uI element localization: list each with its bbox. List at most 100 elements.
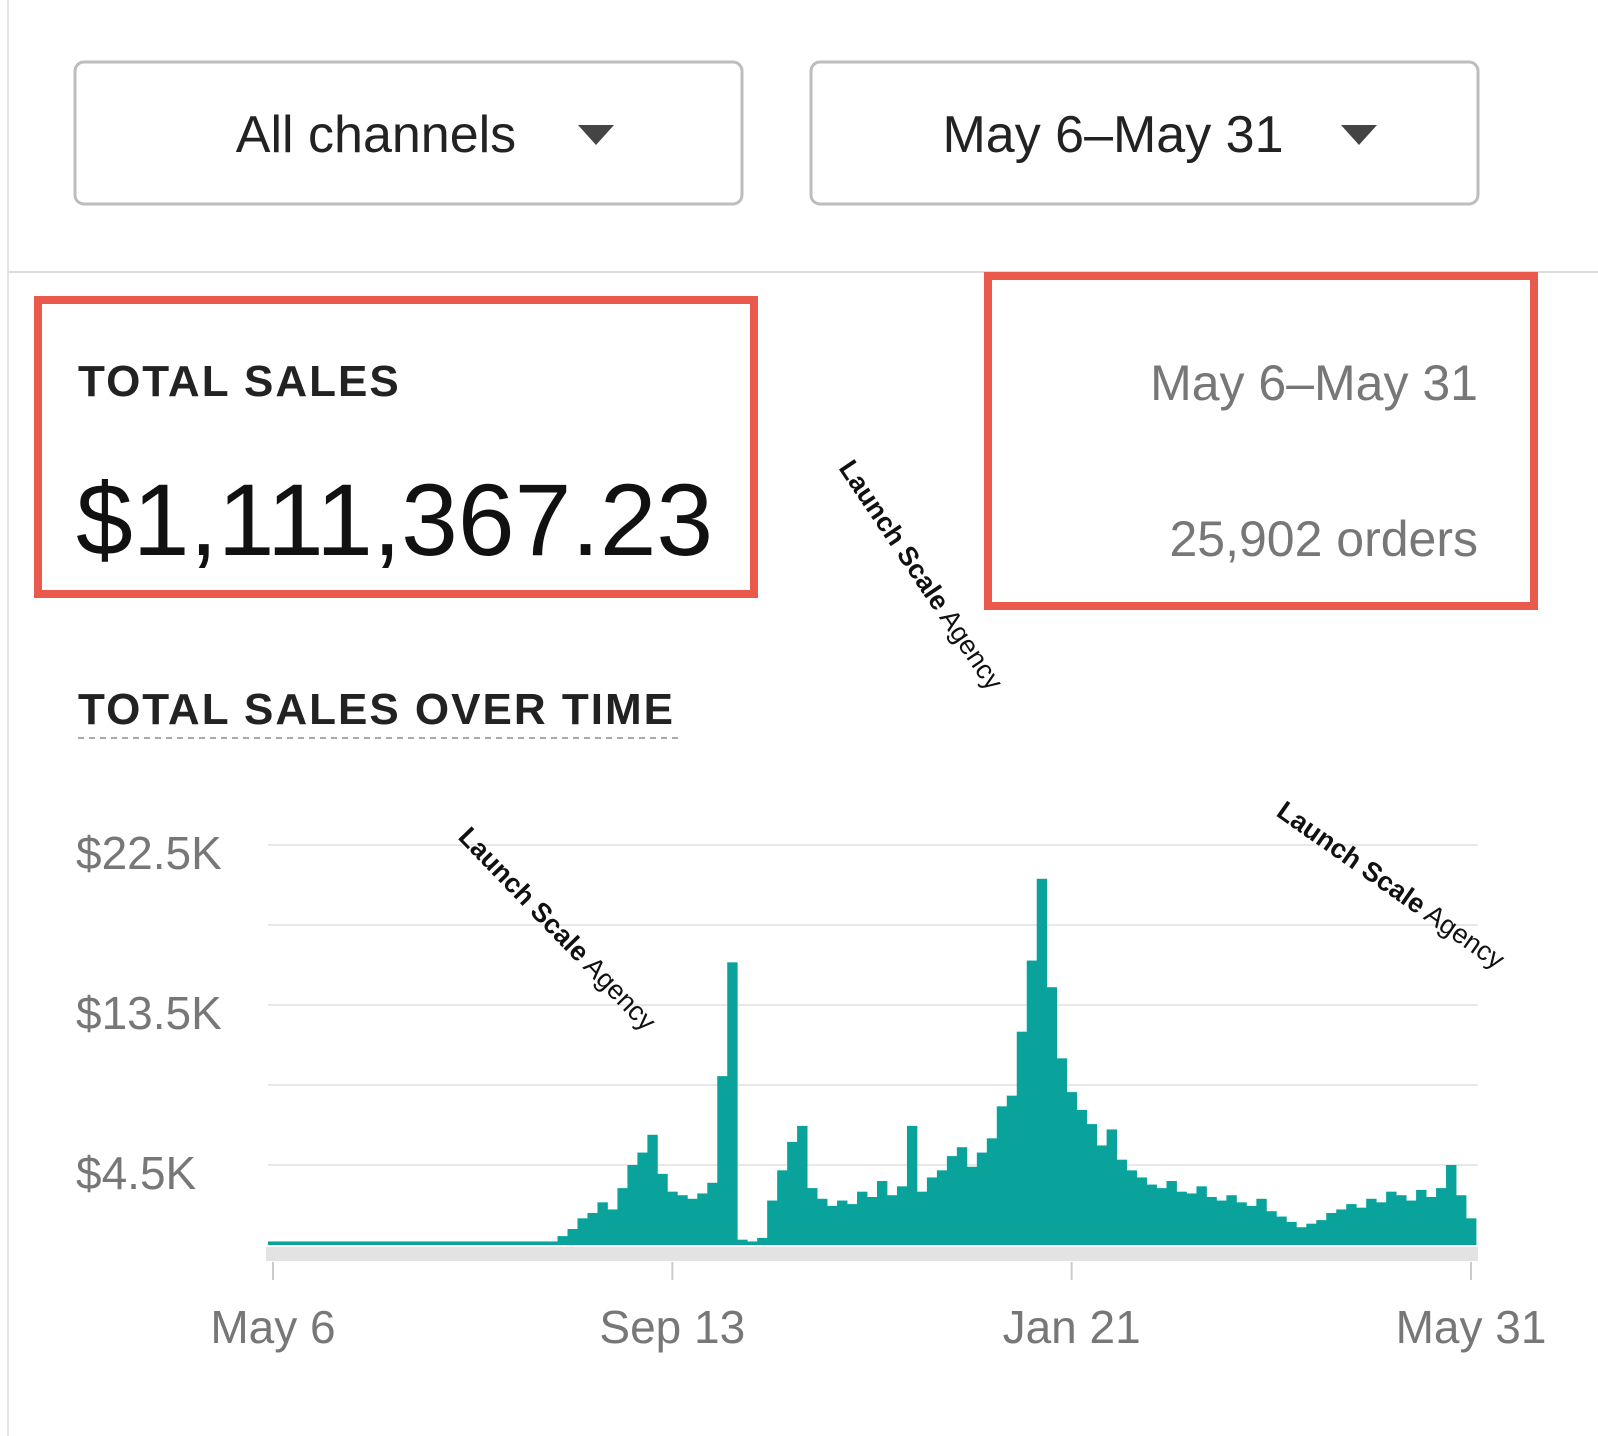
bar — [417, 1241, 429, 1245]
watermark-light: Agency — [1419, 899, 1510, 976]
bar — [577, 1218, 588, 1245]
bar — [737, 1239, 748, 1245]
bar — [287, 1241, 299, 1245]
bar — [1316, 1220, 1327, 1245]
bar — [1076, 1109, 1088, 1245]
bar — [1246, 1205, 1257, 1245]
bar — [1266, 1211, 1277, 1245]
bar — [1126, 1170, 1137, 1245]
bar — [1296, 1227, 1307, 1245]
bar — [327, 1241, 339, 1245]
bar — [607, 1209, 618, 1245]
channel-dropdown[interactable] — [73, 60, 744, 206]
bar — [916, 1191, 928, 1245]
bar — [297, 1241, 309, 1245]
bar — [827, 1205, 838, 1245]
bar — [1416, 1189, 1427, 1245]
bar — [277, 1241, 289, 1245]
bar — [1116, 1159, 1127, 1245]
bar — [1256, 1198, 1267, 1245]
bar — [1436, 1188, 1447, 1245]
x-axis — [266, 1247, 1478, 1261]
bar — [857, 1191, 868, 1245]
bar — [627, 1165, 638, 1245]
bar — [1466, 1218, 1477, 1245]
bar — [757, 1237, 768, 1245]
bar — [517, 1241, 528, 1245]
date-dropdown[interactable] — [809, 60, 1480, 206]
summary-orders: 25,902 orders — [1169, 511, 1478, 567]
watermark-light: Agency — [934, 604, 1010, 696]
bar — [647, 1134, 658, 1245]
bar — [677, 1195, 688, 1245]
y-tick-label: $4.5K — [76, 1147, 197, 1199]
bar — [747, 1241, 758, 1245]
bar — [1356, 1207, 1367, 1245]
bar — [707, 1182, 718, 1245]
dropdown-label[interactable]: May 6–May 31 — [942, 106, 1283, 164]
bar — [966, 1166, 978, 1245]
bar — [787, 1141, 798, 1245]
bar — [1286, 1221, 1297, 1245]
highlight-box — [984, 272, 1538, 610]
bar — [1196, 1186, 1207, 1245]
bar — [407, 1241, 419, 1245]
watermark-strong: Launch Scale — [453, 821, 596, 967]
bar — [537, 1241, 548, 1245]
bar — [867, 1197, 878, 1245]
bar — [1026, 960, 1038, 1245]
bar — [837, 1200, 848, 1245]
bar — [996, 1106, 1008, 1245]
bar — [1346, 1204, 1357, 1245]
bar — [1366, 1198, 1377, 1245]
bar — [347, 1241, 359, 1245]
bar — [1046, 987, 1058, 1245]
bar — [317, 1241, 329, 1245]
bar — [1016, 1031, 1028, 1245]
bar — [1236, 1202, 1247, 1245]
bar — [1036, 878, 1048, 1245]
bar — [906, 1125, 918, 1245]
bar — [886, 1195, 898, 1245]
bar — [1276, 1216, 1287, 1245]
dropdown-label[interactable]: All channels — [236, 106, 516, 164]
bar — [1376, 1202, 1387, 1245]
chart-title: TOTAL SALES OVER TIME — [78, 685, 675, 734]
bar — [307, 1241, 319, 1245]
bar — [1096, 1145, 1108, 1245]
plot: $4.5K $13.5K $22.5K May 6 Sep 13 Jan 21 May 31 — [76, 827, 1546, 1353]
bar — [1396, 1195, 1407, 1245]
watermark-strong: Launch Scale — [833, 455, 955, 616]
bar — [687, 1198, 698, 1245]
bar — [477, 1241, 489, 1245]
bar — [1446, 1165, 1457, 1245]
bar — [457, 1241, 469, 1245]
x-tick-label: Jan 21 — [1003, 1301, 1141, 1353]
bar — [397, 1241, 409, 1245]
bar — [847, 1204, 858, 1245]
x-tick-label: May 31 — [1396, 1301, 1547, 1353]
bar — [437, 1241, 449, 1245]
bar — [1156, 1188, 1167, 1245]
y-tick-label: $13.5K — [76, 987, 222, 1039]
bar — [1086, 1124, 1098, 1245]
bar — [1306, 1223, 1317, 1245]
bar — [1166, 1181, 1177, 1245]
bar — [1386, 1191, 1397, 1245]
bar — [1006, 1095, 1018, 1245]
summary-label: TOTAL SALES — [78, 357, 401, 406]
bar — [587, 1213, 598, 1245]
bar — [797, 1125, 808, 1245]
bar — [357, 1241, 369, 1245]
bar — [1326, 1213, 1337, 1245]
bar — [727, 962, 738, 1245]
x-tick-label: Sep 13 — [599, 1301, 745, 1353]
bar — [1176, 1191, 1187, 1245]
watermark: Launch ScaleAgency — [1272, 795, 1511, 975]
watermark-light: Agency — [578, 951, 662, 1037]
bar — [697, 1193, 708, 1245]
bar — [637, 1152, 648, 1245]
bar — [597, 1202, 608, 1245]
bar — [1406, 1200, 1417, 1245]
